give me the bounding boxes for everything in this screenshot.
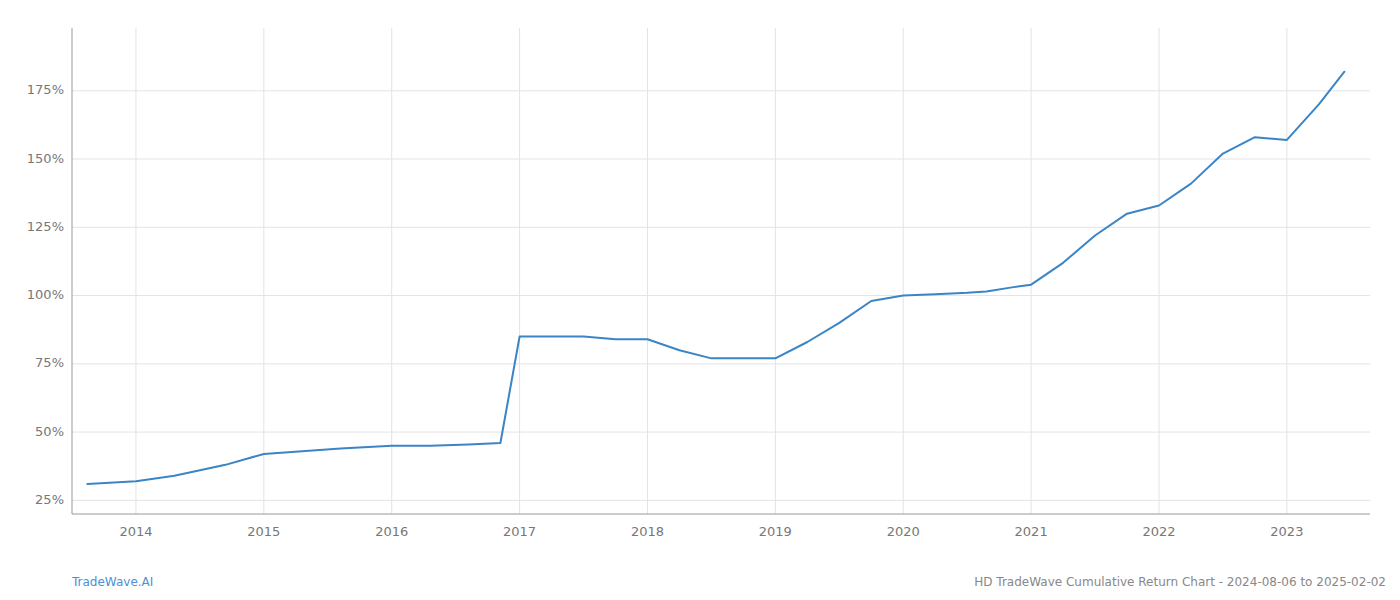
x-tick-label: 2021 (1015, 524, 1048, 539)
x-grid-line (519, 28, 520, 514)
x-grid-line (647, 28, 648, 514)
x-grid-line (1158, 28, 1159, 514)
annotation: HD TradeWave Cumulative Return Chart - 2… (974, 575, 1386, 589)
x-tick-label: 2019 (759, 524, 792, 539)
x-tick-label: 2016 (375, 524, 408, 539)
y-grid-line (72, 500, 1370, 501)
x-grid-line (263, 28, 264, 514)
y-tick-label: 50% (35, 424, 64, 439)
x-tick-label: 2023 (1270, 524, 1303, 539)
page: {"chart_data": {"type": "line", "x": [20… (0, 0, 1400, 600)
chart: 2014 2015 2016 2017 2018 2019 2020 2021 2022 2023… (0, 0, 1400, 600)
y-grid-line (72, 295, 1370, 296)
x-tick-label: 2022 (1142, 524, 1175, 539)
axes: 2014 2015 2016 2017 2018 2019 2020 2021 2022 2023… (27, 28, 1370, 539)
y-tick-label: 125% (27, 219, 64, 234)
x-tick-label: 2018 (631, 524, 664, 539)
y-grid-line (72, 432, 1370, 433)
x-tick-label: 2015 (247, 524, 280, 539)
x-tick-label: 2017 (503, 524, 536, 539)
x-grid-line (903, 28, 904, 514)
plot-area (87, 72, 1344, 484)
y-tick-label: 150% (27, 151, 64, 166)
y-tick-label: 175% (27, 82, 64, 97)
y-tick-label: 100% (27, 287, 64, 302)
x-grid-line (775, 28, 776, 514)
data-line (87, 72, 1344, 484)
annotation: TradeWave.AI (71, 575, 153, 589)
y-tick-label: 75% (35, 355, 64, 370)
x-grid-line (135, 28, 136, 514)
chart-container: 2014 2015 2016 2017 2018 2019 2020 2021 2022 2023… (0, 0, 1400, 600)
x-tick-label: 2020 (887, 524, 920, 539)
x-tick-label: 2014 (119, 524, 152, 539)
x-grid-line (1031, 28, 1032, 514)
grid (72, 28, 1370, 514)
x-grid-line (391, 28, 392, 514)
y-grid-line (72, 159, 1370, 160)
y-grid-line (72, 90, 1370, 91)
y-axis-line (72, 28, 73, 514)
y-grid-line (72, 363, 1370, 364)
x-axis-line (72, 514, 1370, 515)
y-grid-line (72, 227, 1370, 228)
y-tick-label: 25% (35, 492, 64, 507)
x-grid-line (1286, 28, 1287, 514)
